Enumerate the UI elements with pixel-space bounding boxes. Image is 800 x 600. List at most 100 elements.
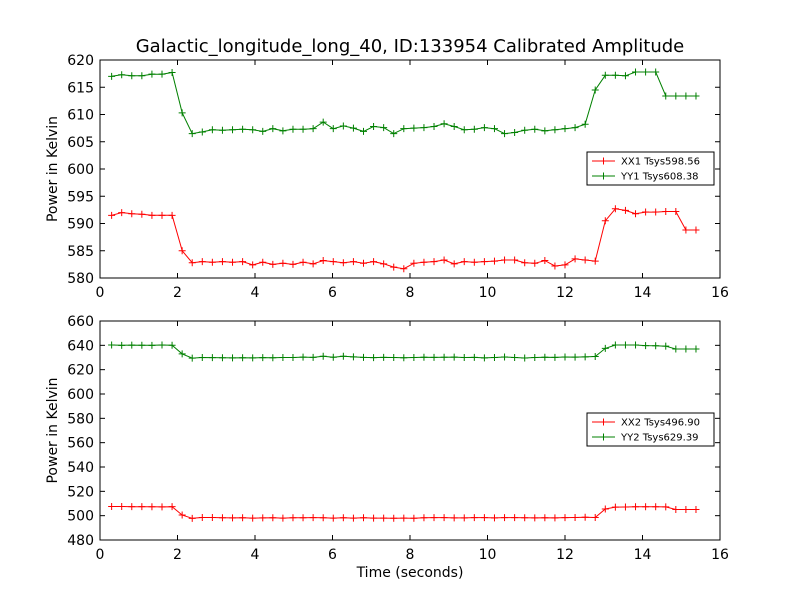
data-point xyxy=(158,211,166,219)
data-point xyxy=(430,122,438,130)
data-point xyxy=(138,72,146,80)
data-point xyxy=(339,122,347,130)
x-tick-label: 8 xyxy=(406,285,415,301)
data-point xyxy=(148,503,156,511)
data-point xyxy=(188,259,196,267)
data-point xyxy=(239,354,247,362)
y-tick-label: 660 xyxy=(67,314,94,330)
data-point xyxy=(521,514,529,522)
data-point xyxy=(430,353,438,361)
data-point xyxy=(531,259,539,267)
data-point xyxy=(370,514,378,522)
data-point xyxy=(188,514,196,522)
data-point xyxy=(259,258,267,266)
data-point xyxy=(339,352,347,360)
data-point xyxy=(198,513,206,521)
data-point xyxy=(198,258,206,266)
data-point xyxy=(400,514,408,522)
y-tick-label: 585 xyxy=(67,244,94,260)
data-point xyxy=(390,263,398,271)
data-point xyxy=(309,260,317,268)
data-point xyxy=(319,514,327,522)
y-tick-label: 605 xyxy=(67,135,94,151)
data-point xyxy=(571,513,579,521)
data-point xyxy=(430,514,438,522)
data-point xyxy=(632,341,640,349)
x-tick-label: 0 xyxy=(96,285,105,301)
data-point xyxy=(652,68,660,76)
data-point xyxy=(551,126,559,134)
data-point xyxy=(410,514,418,522)
data-point xyxy=(118,503,126,511)
x-tick-label: 14 xyxy=(634,285,652,301)
legend-box xyxy=(586,151,715,186)
y-tick-label: 520 xyxy=(67,484,94,500)
data-point xyxy=(501,256,509,264)
legend-label: YY2 Tsys629.39 xyxy=(620,433,699,444)
data-point xyxy=(480,124,488,132)
x-tick-label: 2 xyxy=(173,285,182,301)
data-point xyxy=(632,68,640,76)
data-point xyxy=(360,127,367,135)
y-tick-label: 615 xyxy=(67,80,94,96)
data-point xyxy=(480,514,488,522)
data-point xyxy=(259,354,267,362)
x-axis-label: Time (seconds) xyxy=(356,565,464,581)
data-point xyxy=(269,514,277,522)
y-axis-label: Power in Kelvin xyxy=(45,377,61,483)
x-tick-label: 8 xyxy=(406,547,415,563)
data-point xyxy=(279,127,287,135)
data-point xyxy=(158,503,166,511)
x-tick-label: 12 xyxy=(556,285,574,301)
y-tick-label: 480 xyxy=(67,533,94,549)
data-point xyxy=(551,262,559,270)
data-point xyxy=(138,341,146,349)
data-point xyxy=(128,72,136,80)
data-point xyxy=(168,211,176,219)
data-point xyxy=(662,208,670,216)
x-tick-label: 12 xyxy=(556,547,574,563)
data-point xyxy=(581,353,589,361)
data-point xyxy=(420,124,428,132)
data-point xyxy=(259,514,267,522)
data-point xyxy=(118,71,126,79)
data-point xyxy=(632,503,640,511)
data-point xyxy=(229,258,237,266)
data-point xyxy=(511,514,519,522)
data-point xyxy=(148,211,156,219)
data-point xyxy=(652,342,660,350)
data-point xyxy=(682,92,690,100)
data-point xyxy=(621,341,629,349)
data-point xyxy=(208,513,216,521)
data-point xyxy=(591,257,599,265)
data-point xyxy=(511,128,519,136)
data-point xyxy=(360,259,367,267)
data-point xyxy=(239,514,247,522)
data-point xyxy=(450,353,458,361)
data-point xyxy=(349,514,357,522)
y-tick-label: 580 xyxy=(67,271,94,287)
legend-marker xyxy=(600,418,607,426)
data-point xyxy=(229,354,237,362)
legend-marker xyxy=(600,433,607,441)
data-point xyxy=(138,503,146,511)
y-tick-label: 600 xyxy=(67,387,94,403)
data-point xyxy=(501,130,509,138)
data-point xyxy=(279,259,287,267)
data-point xyxy=(299,258,307,266)
data-point xyxy=(188,354,196,362)
x-tick-label: 14 xyxy=(634,547,652,563)
data-point xyxy=(591,353,599,361)
data-point xyxy=(501,514,509,522)
data-point xyxy=(168,69,176,77)
data-point xyxy=(349,258,357,266)
data-point xyxy=(581,120,589,128)
data-point xyxy=(208,126,216,134)
data-point xyxy=(662,503,670,511)
data-point xyxy=(249,514,257,522)
data-point xyxy=(108,341,116,349)
legend-box xyxy=(586,412,715,447)
data-point xyxy=(188,130,196,138)
data-point xyxy=(430,258,438,266)
data-point xyxy=(571,124,579,132)
